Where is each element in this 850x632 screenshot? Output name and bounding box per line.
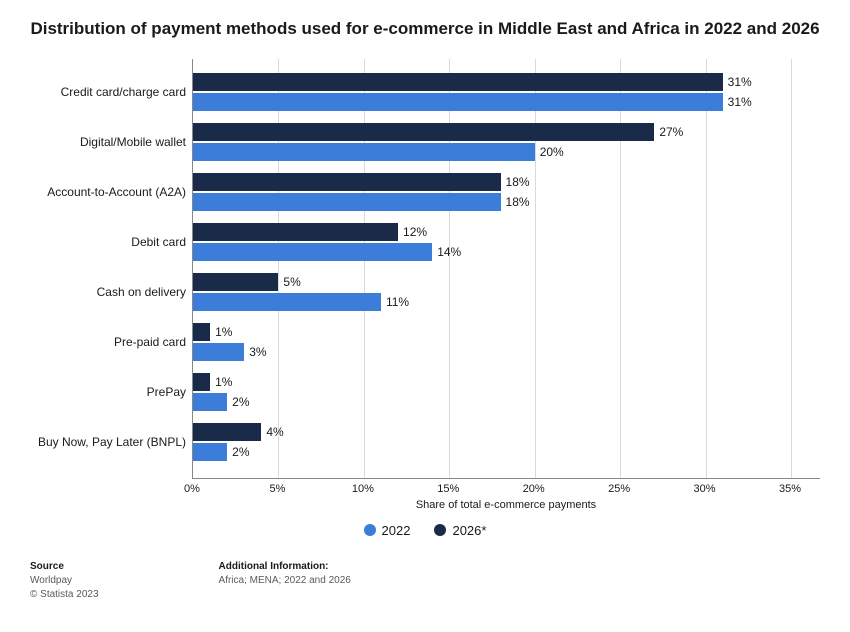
source-block: Source Worldpay © Statista 2023 [30,560,99,602]
bar-value-label: 5% [283,275,300,289]
x-tick-label: 5% [269,483,285,495]
copyright-text: © Statista 2023 [30,588,99,602]
bar-value-label: 12% [403,225,427,239]
category-label: PrePay [147,385,186,399]
legend-label: 2026* [452,523,486,538]
bar-value-label: 4% [266,425,283,439]
legend-item-2022: 2022 [364,523,411,538]
source-heading: Source [30,560,99,574]
bar-value-label: 20% [540,145,564,159]
bar-value-label: 18% [506,195,530,209]
footer: Source Worldpay © Statista 2023 Addition… [30,560,820,602]
bar [193,243,432,261]
chart-title: Distribution of payment methods used for… [30,18,820,41]
x-tick-label: 15% [437,483,459,495]
additional-info-block: Additional Information: Africa; MENA; 20… [219,560,351,602]
source-text: Worldpay [30,574,99,588]
bar-value-label: 3% [249,345,266,359]
bar [193,73,723,91]
x-axis-label: Share of total e-commerce payments [192,499,820,511]
gridline [535,59,536,478]
bar [193,223,398,241]
category-label: Account-to-Account (A2A) [47,185,186,199]
bar [193,423,261,441]
chart-area: Credit card/charge card Digital/Mobile wa… [30,59,820,479]
bar [193,323,210,341]
bar-value-label: 31% [728,75,752,89]
category-label: Debit card [131,235,186,249]
gridline [791,59,792,478]
legend: 2022 2026* [30,523,820,538]
x-tick-label: 10% [352,483,374,495]
bar [193,293,381,311]
legend-swatch [364,524,376,536]
bar [193,93,723,111]
bar-value-label: 1% [215,375,232,389]
gridline [449,59,450,478]
x-tick-label: 20% [523,483,545,495]
gridline [706,59,707,478]
bar [193,193,501,211]
legend-label: 2022 [382,523,411,538]
x-tick-label: 0% [184,483,200,495]
plot-area: 31%31%27%20%18%18%12%14%5%11%1%3%1%2%4%2… [192,59,820,479]
y-axis-labels: Credit card/charge card Digital/Mobile wa… [30,59,192,479]
x-tick-label: 35% [779,483,801,495]
category-label: Pre-paid card [114,335,186,349]
gridline [278,59,279,478]
legend-swatch [434,524,446,536]
gridline [620,59,621,478]
bar [193,343,244,361]
bar [193,373,210,391]
bar [193,173,501,191]
x-tick-label: 30% [694,483,716,495]
bar [193,393,227,411]
bar-value-label: 2% [232,445,249,459]
bar [193,443,227,461]
additional-info-text: Africa; MENA; 2022 and 2026 [219,574,351,588]
x-axis-ticks: 0%5%10%15%20%25%30%35% [192,479,820,497]
bar-value-label: 11% [386,295,409,309]
category-label: Digital/Mobile wallet [80,135,186,149]
additional-info-heading: Additional Information: [219,560,351,574]
bar [193,143,535,161]
x-tick-label: 25% [608,483,630,495]
gridline [364,59,365,478]
bar-value-label: 27% [659,125,683,139]
category-label: Credit card/charge card [61,85,186,99]
bar-value-label: 31% [728,95,752,109]
bar-value-label: 18% [506,175,530,189]
bar [193,123,654,141]
bar-value-label: 1% [215,325,232,339]
category-label: Buy Now, Pay Later (BNPL) [38,435,186,449]
category-label: Cash on delivery [97,285,186,299]
bar-value-label: 2% [232,395,249,409]
bar [193,273,278,291]
bar-value-label: 14% [437,245,461,259]
legend-item-2026: 2026* [434,523,486,538]
